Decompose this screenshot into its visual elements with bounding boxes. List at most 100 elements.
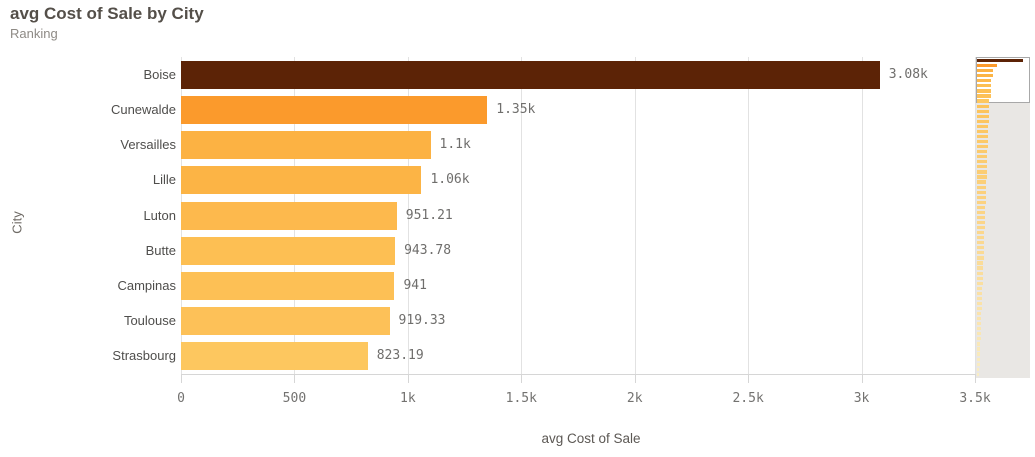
bar-boise[interactable]	[181, 60, 880, 89]
minimap-bar	[977, 139, 988, 144]
minimap-bar	[977, 180, 987, 184]
minimap-bar	[977, 352, 980, 356]
minimap-bar	[977, 200, 986, 204]
minimap-bar	[977, 342, 981, 346]
x-tick-label: 1k	[400, 391, 416, 406]
minimap-bar	[977, 276, 983, 280]
minimap-bar	[977, 296, 983, 300]
minimap-track[interactable]	[976, 103, 1030, 378]
category-label-cunewalde: Cunewalde	[110, 101, 176, 117]
bar-strasbourg[interactable]	[181, 342, 368, 371]
x-tick-label: 3.5k	[959, 391, 991, 406]
minimap-bar	[977, 251, 984, 255]
minimap-bar	[977, 155, 988, 159]
minimap-bar	[977, 170, 987, 174]
category-label-campinas: Campinas	[117, 277, 176, 293]
x-tick-mark	[748, 375, 750, 383]
minimap-bar	[977, 150, 988, 154]
gridline	[407, 57, 409, 374]
minimap-bar	[977, 84, 992, 88]
minimap-bar	[977, 119, 989, 123]
bar-lille[interactable]	[181, 166, 422, 195]
minimap-bar	[977, 246, 984, 250]
minimap-bar	[977, 225, 985, 230]
x-tick-mark	[181, 375, 182, 383]
minimap-bar	[977, 195, 986, 199]
bar-value-label: 941	[403, 277, 427, 293]
x-tick-label: 500	[282, 391, 307, 406]
minimap-bar	[977, 281, 983, 285]
x-tick-mark	[975, 375, 976, 383]
bar-luton[interactable]	[181, 201, 397, 230]
minimap-bar	[977, 261, 984, 265]
gridline	[861, 57, 863, 374]
x-tick-label: 3k	[853, 391, 870, 406]
minimap-bar	[977, 220, 985, 225]
bar-value-label: 1.1k	[439, 137, 471, 153]
bar-value-label: 3.08k	[888, 66, 928, 82]
x-tick-label: 2.5k	[732, 391, 764, 406]
x-axis-line	[181, 374, 976, 375]
bar-value-label: 1.35k	[496, 101, 536, 117]
minimap-bar	[977, 134, 989, 139]
minimap-bar	[977, 165, 987, 169]
minimap-bar	[977, 124, 989, 128]
minimap-bar	[977, 231, 985, 235]
minimap-bar	[977, 185, 987, 189]
minimap-bar	[977, 74, 993, 78]
minimap-bar	[977, 210, 986, 214]
minimap-bar	[977, 357, 980, 361]
minimap-bar	[977, 89, 991, 93]
minimap-bar	[977, 367, 980, 371]
minimap-bar	[977, 271, 983, 275]
minimap-bar	[977, 190, 986, 194]
minimap-bar	[977, 337, 981, 341]
bar-butte[interactable]	[181, 236, 396, 265]
minimap-bar	[977, 286, 983, 290]
minimap-bar	[977, 322, 982, 326]
minimap-bar	[977, 129, 989, 134]
category-label-toulouse: Toulouse	[123, 313, 176, 329]
category-label-butte: Butte	[145, 242, 176, 258]
x-tick-mark	[407, 375, 409, 383]
bar-toulouse[interactable]	[181, 307, 390, 336]
bar-campinas[interactable]	[181, 271, 395, 300]
minimap-bar	[977, 266, 984, 270]
gridline	[634, 57, 636, 374]
x-tick-mark	[861, 375, 863, 383]
minimap-bar	[977, 175, 987, 179]
minimap-bar	[977, 372, 980, 376]
gridline	[975, 57, 976, 374]
category-label-versailles: Versailles	[120, 137, 176, 153]
bar-value-label: 1.06k	[430, 172, 470, 188]
bar-value-label: 919.33	[398, 313, 446, 329]
minimap-bar	[977, 236, 985, 240]
bar-versailles[interactable]	[181, 131, 431, 160]
x-tick-mark	[294, 375, 296, 383]
minimap-bar	[977, 327, 981, 331]
x-tick-label: 0	[177, 391, 185, 406]
minimap-bar	[977, 99, 990, 103]
minimap-bar	[977, 317, 982, 321]
scroll-minimap[interactable]	[976, 57, 1030, 378]
minimap-bar	[977, 362, 980, 366]
category-label-boise: Boise	[143, 66, 176, 82]
chart-subtitle: Ranking	[10, 26, 58, 41]
minimap-bar	[977, 59, 1023, 63]
minimap-bar	[977, 114, 989, 118]
minimap-bar	[977, 291, 983, 295]
minimap-bar	[977, 109, 989, 113]
minimap-bar	[977, 301, 982, 306]
bar-value-label: 943.78	[404, 242, 452, 258]
gridline	[748, 57, 750, 374]
x-tick-label: 2k	[626, 391, 643, 406]
gridline	[521, 57, 523, 374]
minimap-bar	[977, 69, 994, 73]
chart-title: avg Cost of Sale by City	[10, 4, 204, 23]
minimap-bar	[977, 215, 986, 220]
category-label-strasbourg: Strasbourg	[112, 348, 176, 364]
x-tick-mark	[634, 375, 636, 383]
bar-cunewalde[interactable]	[181, 95, 488, 124]
x-tick-mark	[521, 375, 523, 383]
minimap-bar	[977, 332, 981, 336]
